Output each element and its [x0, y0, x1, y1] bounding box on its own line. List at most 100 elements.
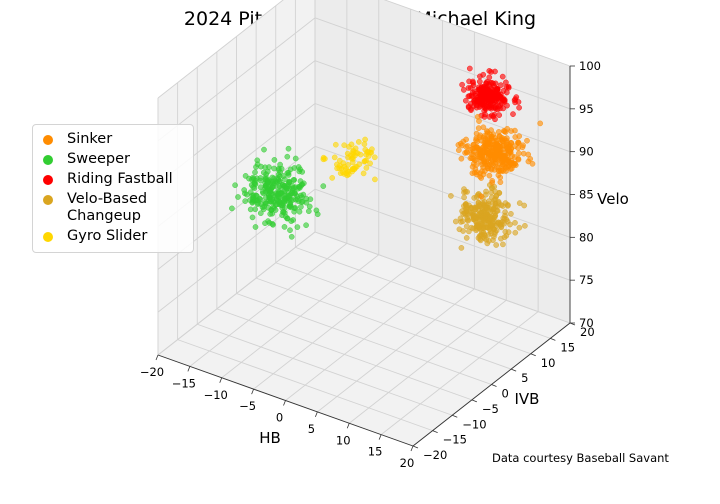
data-point [460, 138, 467, 145]
data-point [512, 96, 519, 102]
data-point [459, 81, 465, 88]
data-point [466, 228, 472, 235]
data-point [478, 193, 485, 200]
data-point [463, 235, 470, 241]
data-point [463, 143, 469, 150]
y-tick [452, 414, 458, 418]
data-point [487, 149, 493, 155]
data-point [494, 86, 501, 92]
y-tick [491, 384, 497, 387]
grid-line [314, 103, 571, 195]
data-point [255, 200, 261, 206]
data-point [296, 208, 303, 215]
data-point [462, 97, 469, 104]
data-point [252, 177, 259, 184]
data-point [479, 205, 485, 211]
data-point [498, 224, 505, 231]
y-tick-label: 5 [521, 371, 528, 385]
x-tick [187, 366, 191, 372]
x-tick [410, 445, 414, 452]
x-tick-label: 0 [276, 411, 283, 425]
data-point [458, 219, 464, 225]
z-tick-label: 95 [579, 102, 594, 116]
legend-item: Riding Fastball [33, 169, 193, 189]
x-tick-label: 15 [368, 445, 383, 459]
data-point [297, 192, 304, 199]
data-point [455, 142, 462, 148]
data-point [493, 242, 500, 248]
legend-item: Sweeper [33, 149, 193, 169]
z-tick-label: 70 [579, 316, 594, 330]
data-point [503, 89, 510, 96]
data-point [484, 86, 490, 93]
z-tick-label: 75 [579, 273, 594, 287]
data-point [265, 177, 271, 184]
data-point [341, 142, 348, 149]
legend-marker [43, 155, 53, 165]
data-point [320, 183, 327, 189]
y-tick-label: −10 [462, 417, 486, 431]
data-point [473, 130, 480, 137]
data-point [466, 78, 472, 85]
data-point [474, 144, 481, 151]
data-point [235, 194, 241, 200]
data-point [290, 217, 296, 223]
data-point [495, 219, 502, 226]
data-point [271, 165, 277, 172]
data-point [525, 158, 532, 165]
data-point [284, 153, 291, 160]
data-point [464, 148, 470, 155]
data-point [242, 173, 249, 179]
y-tick-label: 15 [560, 340, 575, 354]
data-point [492, 116, 498, 123]
data-point [496, 98, 502, 105]
data-point [455, 147, 462, 154]
data-point [274, 201, 280, 208]
data-point [371, 154, 378, 161]
data-point [467, 155, 474, 162]
x-tick [346, 423, 350, 429]
grid-line [314, 145, 571, 238]
data-point [474, 113, 481, 120]
grid-line [197, 323, 453, 416]
data-point [522, 222, 528, 229]
data-point [481, 158, 487, 164]
data-point [500, 138, 506, 144]
legend-label: Riding Fastball [67, 171, 173, 187]
data-point [489, 222, 495, 228]
data-point [460, 228, 466, 234]
x-tick [315, 411, 318, 418]
data-point [501, 234, 508, 241]
data-point [281, 176, 288, 183]
y-tick-label: −5 [482, 402, 499, 416]
data-point [257, 210, 264, 217]
data-point [482, 209, 489, 216]
data-point [489, 112, 495, 119]
data-point [490, 237, 496, 243]
data-point [307, 196, 314, 203]
data-point [510, 111, 516, 117]
data-point [497, 179, 504, 186]
data-point [483, 103, 490, 110]
y-tick [432, 430, 438, 433]
data-point [486, 226, 493, 233]
data-point [461, 194, 467, 201]
z-tick-label: 100 [579, 59, 601, 73]
data-point [278, 190, 285, 196]
data-point [480, 71, 487, 78]
data-point [320, 154, 327, 161]
data-point [294, 196, 301, 202]
legend-marker [43, 135, 53, 145]
data-point [504, 125, 511, 132]
data-point [498, 82, 504, 88]
data-point [476, 224, 483, 231]
data-point [473, 171, 480, 178]
data-point [281, 224, 288, 230]
data-point [491, 104, 498, 111]
grid-line [314, 231, 571, 324]
data-point [452, 218, 459, 225]
data-point [524, 137, 530, 144]
data-point [479, 153, 485, 159]
data-point [480, 124, 487, 131]
data-point [470, 214, 477, 220]
